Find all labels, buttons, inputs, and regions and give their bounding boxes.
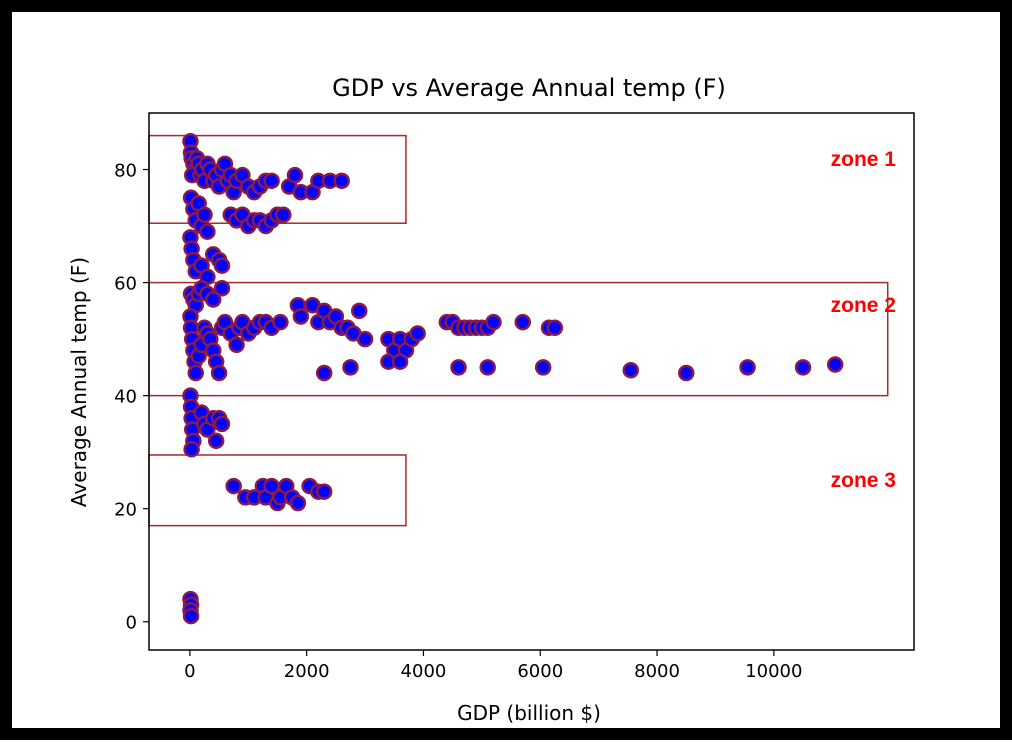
data-point bbox=[204, 291, 222, 308]
data-point bbox=[286, 166, 304, 184]
x-tick-label: 10000 bbox=[745, 661, 802, 682]
zone-label: zone 3 bbox=[831, 469, 896, 492]
data-point bbox=[794, 359, 812, 376]
data-point bbox=[272, 313, 289, 331]
data-point bbox=[210, 364, 228, 382]
data-point bbox=[739, 359, 756, 376]
y-axis-label: Average Annual temp (F) bbox=[67, 257, 91, 507]
data-point bbox=[678, 364, 695, 382]
scatter-chart: 0 2000 4000 6000 8000 10000 0 20 40 60 80 GDP vs … bbox=[67, 74, 915, 725]
data-point bbox=[182, 607, 200, 625]
data-point bbox=[350, 302, 368, 320]
data-point bbox=[207, 432, 225, 450]
data-point bbox=[342, 359, 359, 376]
x-axis-label: GDP (billion $) bbox=[457, 701, 601, 725]
y-tick-label: 0 bbox=[126, 613, 137, 634]
y-tick-label: 80 bbox=[114, 161, 137, 182]
data-point bbox=[409, 325, 426, 342]
data-point bbox=[187, 364, 204, 382]
data-point bbox=[479, 359, 496, 376]
data-point bbox=[450, 359, 467, 376]
data-point bbox=[292, 308, 310, 325]
chart-title: GDP vs Average Annual temp (F) bbox=[332, 74, 726, 102]
x-tick-label: 2000 bbox=[284, 661, 330, 682]
data-point bbox=[546, 319, 564, 337]
data-point bbox=[199, 223, 216, 240]
data-point bbox=[391, 353, 409, 370]
zone-label: zone 1 bbox=[831, 148, 897, 171]
y-tick-label: 40 bbox=[114, 387, 137, 408]
data-point bbox=[213, 257, 231, 274]
data-point bbox=[315, 483, 333, 500]
data-point bbox=[213, 415, 231, 433]
data-point bbox=[622, 361, 640, 379]
data-point bbox=[315, 364, 333, 382]
data-point bbox=[275, 206, 292, 223]
x-tick-label: 4000 bbox=[401, 661, 447, 682]
x-tick-label: 6000 bbox=[517, 661, 563, 682]
data-point bbox=[356, 330, 374, 348]
data-point bbox=[485, 313, 502, 331]
x-tick-label: 0 bbox=[184, 661, 195, 682]
y-tick-label: 60 bbox=[114, 274, 137, 295]
data-point bbox=[213, 279, 231, 297]
data-point bbox=[183, 441, 200, 458]
data-point bbox=[826, 356, 844, 373]
y-tick-label: 20 bbox=[114, 500, 137, 521]
plot-area-border bbox=[148, 112, 915, 651]
data-point bbox=[225, 477, 242, 495]
zone-label: zone 2 bbox=[831, 294, 896, 317]
zone-box bbox=[148, 281, 889, 397]
data-point bbox=[263, 172, 280, 190]
data-point bbox=[514, 313, 531, 331]
x-axis-ticks: 0 2000 4000 6000 8000 10000 bbox=[184, 650, 802, 682]
data-point bbox=[196, 206, 213, 223]
data-point bbox=[534, 359, 552, 376]
y-axis-ticks: 0 20 40 60 80 bbox=[114, 161, 149, 634]
data-point bbox=[228, 336, 245, 354]
x-tick-label: 8000 bbox=[634, 661, 680, 682]
data-point bbox=[333, 172, 350, 190]
data-point bbox=[289, 494, 307, 512]
points-layer bbox=[182, 133, 844, 625]
